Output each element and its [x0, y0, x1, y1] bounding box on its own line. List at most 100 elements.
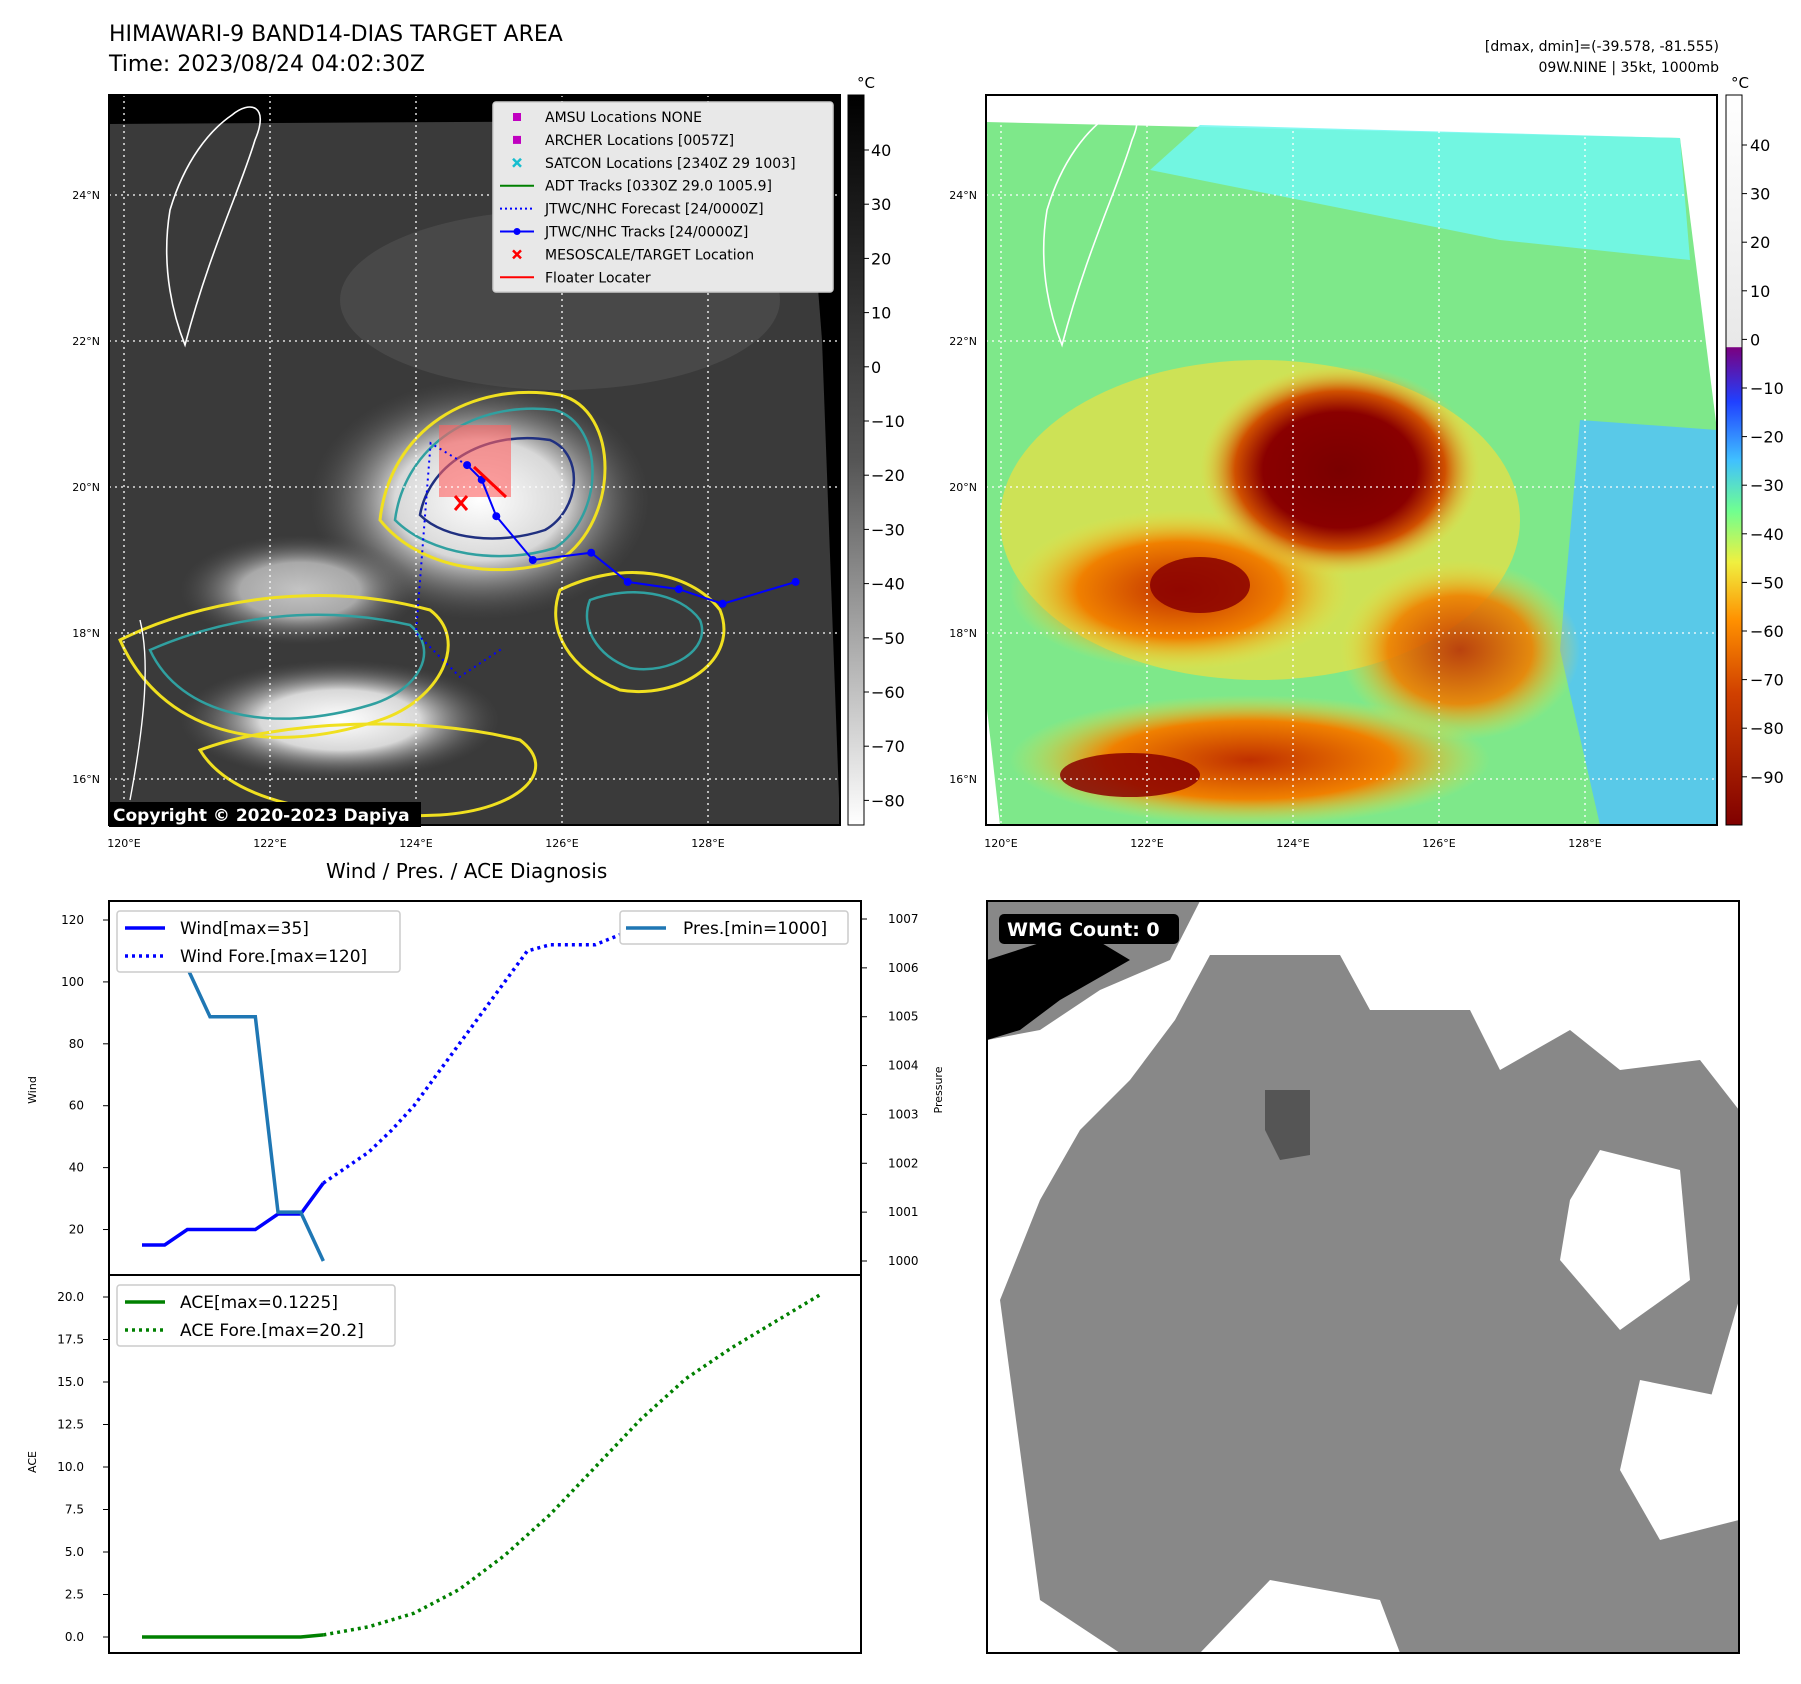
- ace-chart-series-line: [323, 1292, 823, 1637]
- legend-x-icon: [512, 157, 522, 168]
- wind-ytick-label: 80: [69, 1037, 84, 1051]
- pressure-axis-label: Pressure: [932, 1066, 945, 1113]
- wind-chart-series-line: [142, 1182, 325, 1247]
- color-lat-label: 18°N: [949, 627, 977, 640]
- ir-colorbar-tick-label: −20: [871, 466, 905, 485]
- ir-colorbar: [847, 94, 865, 826]
- wind-chart-series-line: [322, 918, 732, 1185]
- ace-chart: 0.0 2.5 5.0 7.5 10.0 12.5 15.0 17.5 20.0 ACE ACE…: [26, 1274, 862, 1654]
- wmg-dark-cell: [1265, 1090, 1310, 1160]
- ace-ytick-label: 20.0: [57, 1290, 84, 1304]
- wmg-frame: [986, 900, 1740, 1654]
- color-lat-label: 24°N: [949, 189, 977, 202]
- pressure-ytick-label: 1006: [888, 961, 919, 975]
- color-colorbar-tick-label: 10: [1750, 282, 1770, 301]
- color-taiwan-coastline: [1042, 106, 1138, 348]
- ir-legend: AMSU Locations NONE ARCHER Locations [005…: [492, 101, 834, 293]
- color-lon-label: 128°E: [1568, 837, 1601, 850]
- color-lon-label: 126°E: [1422, 837, 1455, 850]
- ace-ytick-label: 0.0: [65, 1630, 84, 1644]
- wmg-white-hole-east: [1560, 1150, 1690, 1330]
- pressure-ytick-label: 1001: [888, 1205, 919, 1219]
- figure-title: HIMAWARI-9 BAND14-DIAS TARGET AREA: [109, 22, 563, 47]
- ir-lon-label: 126°E: [545, 837, 578, 850]
- ace-legend-label: ACE[max=0.1225]: [180, 1293, 338, 1313]
- ir-legend-label: SATCON Locations [2340Z 29 1003]: [545, 156, 796, 172]
- jtwc-track-point: [674, 585, 683, 594]
- ir-lon-label: 120°E: [107, 837, 140, 850]
- color-colorbar-tick-label: 30: [1750, 185, 1770, 204]
- ir-colorbar-tick-label: 0: [871, 358, 881, 377]
- ir-colorbar-tick-label: −10: [871, 412, 905, 431]
- ir-colorbar-tick-label: −40: [871, 575, 905, 594]
- ace-ytick-label: 5.0: [65, 1545, 84, 1559]
- ir-legend-label: JTWC/NHC Forecast [24/0000Z]: [544, 202, 764, 218]
- ir-colorbar-tick-label: 20: [871, 249, 891, 268]
- ir-contour-yellow-south: [118, 594, 450, 739]
- legend-x-icon: [512, 249, 522, 260]
- ir-lon-label: 122°E: [253, 837, 286, 850]
- wind-ytick-label: 120: [61, 913, 84, 927]
- color-colorbar-tick-label: −30: [1750, 476, 1784, 495]
- color-lon-label: 122°E: [1130, 837, 1163, 850]
- jtwc-track-point: [492, 512, 501, 521]
- floater-locater-line: [472, 465, 508, 499]
- mesoscale-target-marker: [453, 495, 469, 511]
- ir-map-frame: [108, 94, 841, 826]
- color-map-panel: 24°N 22°N 20°N 18°N 16°N 120°E 122°E 124°E 126°…: [949, 94, 1784, 850]
- wmg-panel: WMG Count: 0: [986, 900, 1740, 1654]
- ir-colorbar-tick-label: −30: [871, 520, 905, 539]
- ir-legend-label: AMSU Locations NONE: [545, 110, 702, 126]
- pressure-ytick-label: 1000: [888, 1254, 919, 1268]
- ir-colorbar-tick-label: 30: [871, 195, 891, 214]
- jtwc-track-point: [528, 556, 537, 564]
- legend-dot-icon: [513, 228, 521, 235]
- color-deep-convection-core: [1200, 365, 1480, 575]
- ir-legend-label: ARCHER Locations [0057Z]: [545, 133, 734, 149]
- ir-lat-label: 20°N: [72, 481, 100, 494]
- wind-legend-label: Wind[max=35]: [180, 919, 309, 939]
- pressure-ytick-label: 1004: [888, 1059, 919, 1073]
- ir-colorbar-unit: °C: [857, 74, 875, 92]
- ir-lon-label: 124°E: [399, 837, 432, 850]
- color-colorbar-tick-label: −10: [1750, 379, 1784, 398]
- legend-square-icon: [513, 113, 521, 121]
- jtwc-track-point: [718, 599, 727, 608]
- wind-legend-label: Wind Fore.[max=120]: [180, 947, 367, 967]
- ir-colorbar-tick-label: −70: [871, 737, 905, 756]
- color-map-frame: [985, 94, 1718, 826]
- pressure-legend-label: Pres.[min=1000]: [683, 919, 827, 939]
- ir-map-panel: AMSU Locations NONE ARCHER Locations [005…: [72, 94, 905, 850]
- color-orange-east: [1340, 560, 1580, 740]
- wmg-gray-region: [1000, 955, 1739, 1653]
- ir-lon-label: 128°E: [691, 837, 724, 850]
- jtwc-track-point: [623, 577, 632, 586]
- jtwc-track-point: [791, 577, 800, 586]
- ir-luzon-coastline: [129, 619, 146, 801]
- ir-southern-cloud: [180, 660, 500, 780]
- ir-lat-label: 16°N: [72, 773, 100, 786]
- color-colorbar-tick-label: 0: [1750, 330, 1760, 349]
- ace-ytick-label: 7.5: [65, 1503, 84, 1517]
- ir-contour-yellow: [378, 390, 607, 572]
- wmg-count-label: WMG Count: 0: [1007, 919, 1160, 941]
- color-colorbar-tick-label: −40: [1750, 525, 1784, 544]
- ir-legend-label: JTWC/NHC Tracks [24/0000Z]: [544, 225, 748, 241]
- color-colorbar: [1725, 94, 1743, 826]
- color-cyan-north: [1150, 125, 1690, 260]
- pressure-ytick-label: 1003: [888, 1107, 919, 1121]
- ir-legend-label: Floater Locater: [545, 270, 651, 286]
- ir-colorbar-tick-label: 40: [871, 141, 891, 160]
- copyright-text: Copyright © 2020-2023 Dapiya: [113, 806, 410, 826]
- color-cold-cell-south: [1060, 753, 1200, 797]
- color-cold-cell-west: [1150, 557, 1250, 613]
- pressure-ytick-label: 1002: [888, 1156, 919, 1170]
- figure-time: Time: 2023/08/24 04:02:30Z: [109, 52, 425, 77]
- color-colorbar-tick-label: −50: [1750, 573, 1784, 592]
- ir-lat-label: 18°N: [72, 627, 100, 640]
- ir-contour-teal-east: [585, 591, 704, 671]
- ace-ytick-label: 17.5: [57, 1333, 84, 1347]
- ir-lat-label: 22°N: [72, 335, 100, 348]
- color-lon-label: 120°E: [984, 837, 1017, 850]
